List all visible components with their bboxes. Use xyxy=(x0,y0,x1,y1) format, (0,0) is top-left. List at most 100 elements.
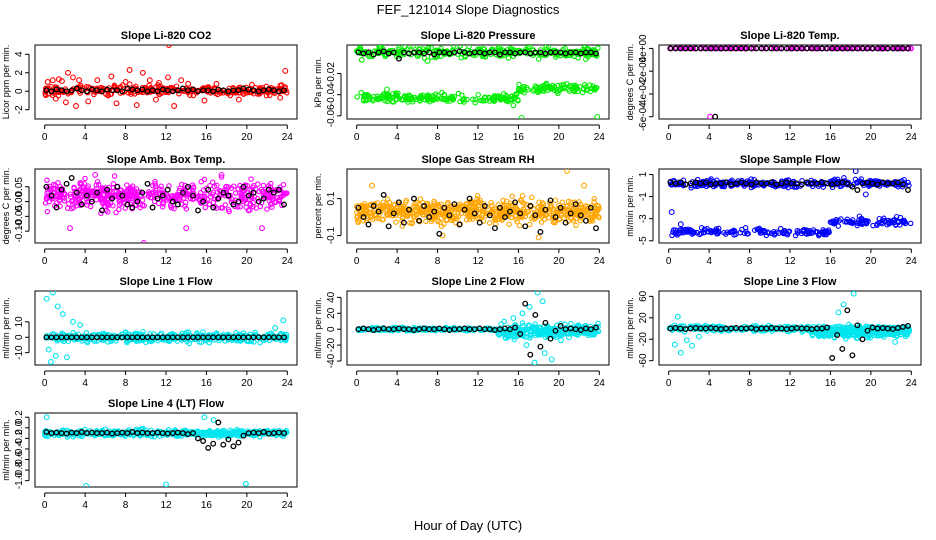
panel-title: Slope Line 1 Flow xyxy=(120,276,213,288)
data-point xyxy=(438,223,445,229)
outlier-point xyxy=(280,317,287,324)
outlier-point xyxy=(52,352,59,359)
data-point xyxy=(517,197,524,203)
x-tick-label: 24 xyxy=(906,132,918,143)
data-point xyxy=(182,199,189,206)
x-axis: 0 4 8 12 16 20 24 xyxy=(666,248,917,267)
series-point xyxy=(587,49,594,56)
series-point xyxy=(400,49,407,56)
data-point xyxy=(409,95,415,101)
data-point xyxy=(264,191,270,198)
data-point xyxy=(881,215,887,222)
x-tick-label: 4 xyxy=(82,378,88,389)
data-point xyxy=(79,338,85,344)
x-tick-label: 16 xyxy=(201,132,213,143)
outlier-point xyxy=(113,100,120,107)
x-tick-label: 20 xyxy=(241,132,253,143)
outlier-point xyxy=(235,96,242,103)
data-point xyxy=(423,218,429,225)
outlier-point xyxy=(52,95,59,102)
data-point xyxy=(363,207,370,213)
data-point xyxy=(76,196,82,203)
data-point xyxy=(580,207,586,214)
outlier-point xyxy=(892,338,899,345)
series-point xyxy=(446,212,453,219)
series-point xyxy=(149,204,156,211)
data-point xyxy=(516,88,523,95)
series-point xyxy=(517,210,524,217)
y-tick-label: 0 xyxy=(14,88,25,94)
panel-3: Slope Li-820 Temp.0 4 8 12 16 20 24-6e-04-4e-0… xyxy=(625,30,922,143)
series-point xyxy=(48,192,55,199)
series-point xyxy=(179,189,186,196)
series-point xyxy=(667,179,674,186)
series-point xyxy=(567,210,574,217)
data-point xyxy=(690,230,697,236)
x-tick-label: 12 xyxy=(784,132,796,143)
outlier-point xyxy=(272,325,279,331)
x-tick-label: 8 xyxy=(747,132,753,143)
series-point xyxy=(365,221,372,228)
data-point xyxy=(113,209,119,216)
series-point xyxy=(88,198,95,205)
data-point xyxy=(739,226,745,233)
data-point xyxy=(416,201,423,207)
y-axis-label: kPa per min. xyxy=(313,57,323,108)
data-point xyxy=(505,332,512,339)
series-point xyxy=(854,322,861,329)
data-point xyxy=(182,203,188,209)
y-tick-label: 1 xyxy=(638,171,649,177)
data-point xyxy=(552,197,559,203)
data-point xyxy=(537,206,543,213)
x-tick-label: 4 xyxy=(394,256,400,267)
x-tick-label: 20 xyxy=(553,132,565,143)
series-point xyxy=(778,180,785,187)
outlier-point xyxy=(534,291,541,296)
data-point xyxy=(265,183,272,189)
data-point xyxy=(417,196,424,202)
data-point xyxy=(475,198,482,205)
data-point xyxy=(403,326,410,332)
data-point xyxy=(835,223,842,229)
y-tick-label: -5 xyxy=(638,236,649,245)
data-point xyxy=(354,94,360,100)
series-point xyxy=(743,180,750,187)
series-point xyxy=(522,49,529,56)
x-tick-label: 4 xyxy=(706,256,712,267)
outlier-point xyxy=(277,94,284,101)
outlier-point xyxy=(54,303,61,310)
data-point xyxy=(536,199,542,205)
data-point xyxy=(159,204,166,210)
plot-frame xyxy=(34,412,298,488)
series-point xyxy=(491,49,498,56)
data-point xyxy=(198,194,205,200)
data-point xyxy=(240,89,247,95)
series-point xyxy=(370,203,377,209)
data-point xyxy=(428,45,435,51)
data-point xyxy=(486,95,493,101)
data-point xyxy=(464,207,471,213)
x-tick-label: 0 xyxy=(42,378,48,389)
x-tick-label: 24 xyxy=(282,132,294,143)
data-point xyxy=(44,208,51,215)
plot-frame xyxy=(34,168,298,244)
series-point xyxy=(577,50,584,57)
x-tick-label: 24 xyxy=(282,378,294,389)
data-point xyxy=(574,85,581,92)
data-point xyxy=(412,203,418,210)
series-point xyxy=(78,201,85,208)
data-point xyxy=(183,206,190,212)
data-point xyxy=(588,208,595,214)
series-point xyxy=(129,204,136,211)
data-point xyxy=(514,218,520,225)
data-point xyxy=(84,202,90,208)
outlier-point xyxy=(541,350,548,357)
panel-title: Slope Line 2 Flow xyxy=(432,276,525,288)
x-tick-label: 20 xyxy=(865,256,877,267)
series-point xyxy=(849,352,856,359)
data-point xyxy=(535,56,542,62)
data-point xyxy=(821,333,828,340)
